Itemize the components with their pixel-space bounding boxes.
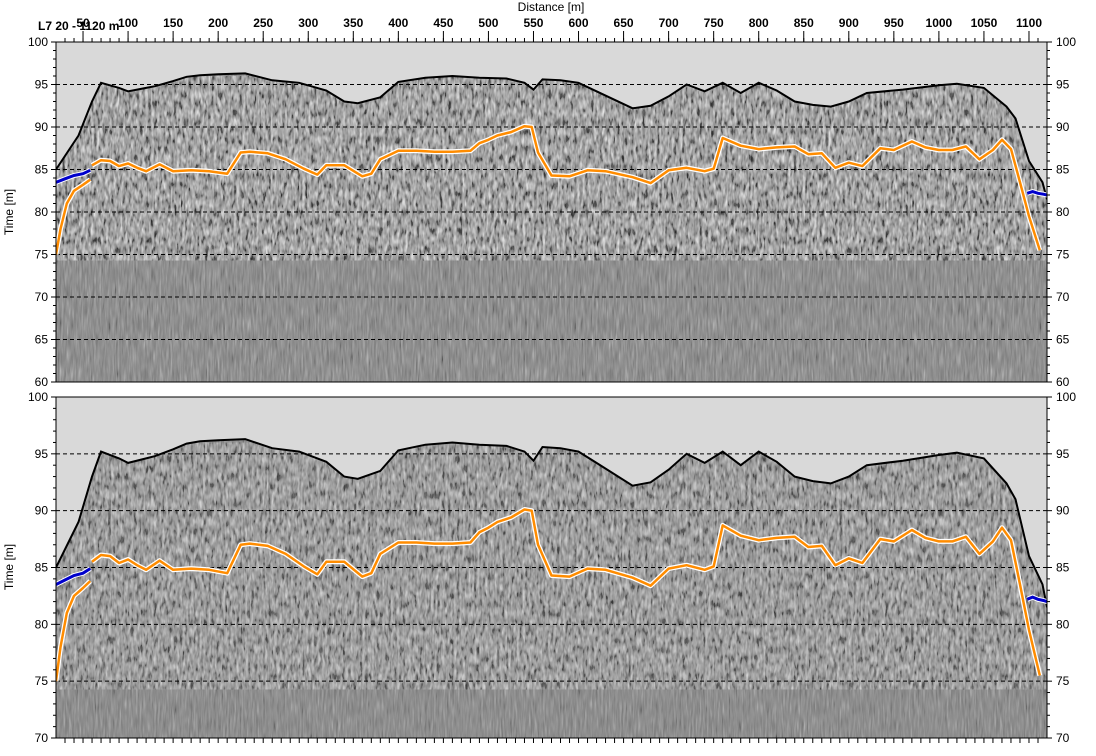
y-tick-label: 80 <box>35 617 49 631</box>
orange-horizon-line <box>56 580 92 682</box>
y-tick-label: 100 <box>1056 35 1076 49</box>
orange-horizon-line <box>56 178 91 255</box>
y-tick-label: 90 <box>35 504 49 518</box>
blue-horizon-line <box>56 567 92 586</box>
x-tick-label: 650 <box>614 16 634 30</box>
y-tick-label: 80 <box>1056 617 1070 631</box>
reflection-band <box>56 76 1047 261</box>
y-axis-left: 60 65 70 75 80 85 90 95 100 <box>28 35 56 389</box>
y-tick-label: 60 <box>1056 375 1070 389</box>
x-tick-label: 450 <box>433 16 453 30</box>
y-tick-label: 85 <box>35 163 49 177</box>
y-tick-label: 85 <box>1056 561 1070 575</box>
y-tick-label: 95 <box>1056 78 1070 92</box>
y-axis-title: Time [m] <box>2 189 16 235</box>
y-tick-label: 90 <box>1056 120 1070 134</box>
x-tick-label: 550 <box>523 16 543 30</box>
y-tick-label: 65 <box>35 333 49 347</box>
blue-horizon-line <box>1026 595 1047 604</box>
y-axis-left: 70 75 80 85 90 95 100 <box>28 390 56 745</box>
x-axis-ticks: 50 100 150 200 250 300 350 400 450 500 550 600 650 70… <box>64 16 1042 42</box>
x-tick-label: 600 <box>569 16 589 30</box>
y-tick-label: 70 <box>35 731 49 745</box>
y-axis-title: Time [m] <box>2 544 16 590</box>
x-tick-label: 150 <box>163 16 183 30</box>
y-tick-label: 75 <box>1056 248 1070 262</box>
y-tick-label: 70 <box>35 290 49 304</box>
y-tick-label: 85 <box>1056 163 1070 177</box>
series-lines <box>56 438 1047 682</box>
series-lines <box>56 72 1047 255</box>
y-tick-label: 70 <box>1056 290 1070 304</box>
y-tick-label: 75 <box>35 674 49 688</box>
y-tick-label: 100 <box>28 390 48 404</box>
x-tick-label: 1000 <box>926 16 953 30</box>
orange-horizon-line <box>91 124 1041 251</box>
x-axis-title: Distance [m] <box>518 0 585 14</box>
y-axis-right: 70 75 80 85 90 95 100 <box>1047 390 1076 745</box>
x-tick-label: 850 <box>794 16 814 30</box>
y-tick-label: 65 <box>1056 333 1070 347</box>
sky-area <box>56 42 1047 200</box>
x-tick-label: 750 <box>704 16 724 30</box>
x-tick-label: 800 <box>749 16 769 30</box>
x-tick-label: 400 <box>388 16 408 30</box>
blue-horizon-line <box>56 168 91 184</box>
x-tick-label: 1100 <box>1016 16 1042 30</box>
x-tick-label: 100 <box>118 16 138 30</box>
y-tick-label: 95 <box>35 447 49 461</box>
y-tick-label: 80 <box>35 205 49 219</box>
blue-horizon-line <box>1026 190 1047 197</box>
x-tick-label: 200 <box>208 16 228 30</box>
reflection-band <box>56 442 1047 690</box>
y-tick-label: 100 <box>28 35 48 49</box>
y-axis-right: 60 65 70 75 80 85 90 95 100 <box>1047 35 1076 389</box>
y-tick-label: 90 <box>1056 504 1070 518</box>
radargram-panel-bottom: 70 75 80 85 90 95 100 70 75 80 85 90 95 100 Time [m] <box>2 390 1076 745</box>
y-tick-label: 95 <box>35 78 49 92</box>
sky-area <box>56 397 1047 608</box>
y-tick-label: 100 <box>1056 390 1076 404</box>
x-tick-label: 50 <box>76 16 90 30</box>
y-tick-label: 75 <box>1056 674 1070 688</box>
y-tick-label: 90 <box>35 120 49 134</box>
surface-line <box>56 72 1047 200</box>
x-axis-minor-ticks <box>64 738 1039 743</box>
x-tick-label: 250 <box>253 16 273 30</box>
x-tick-label: 500 <box>478 16 498 30</box>
y-tick-label: 60 <box>35 375 49 389</box>
x-tick-label: 300 <box>298 16 318 30</box>
x-tick-label: 950 <box>884 16 904 30</box>
surface-line <box>56 438 1047 608</box>
orange-horizon-line <box>91 508 1042 676</box>
section-label: L7 20 - 1120 m <box>38 19 119 33</box>
y-tick-label: 95 <box>1056 447 1070 461</box>
x-tick-label: 1050 <box>971 16 998 30</box>
x-tick-label: 700 <box>659 16 679 30</box>
y-tick-label: 70 <box>1056 731 1070 745</box>
y-tick-label: 85 <box>35 561 49 575</box>
x-tick-label: 900 <box>839 16 859 30</box>
y-tick-label: 80 <box>1056 205 1070 219</box>
x-tick-label: 350 <box>343 16 363 30</box>
y-tick-label: 75 <box>35 248 49 262</box>
